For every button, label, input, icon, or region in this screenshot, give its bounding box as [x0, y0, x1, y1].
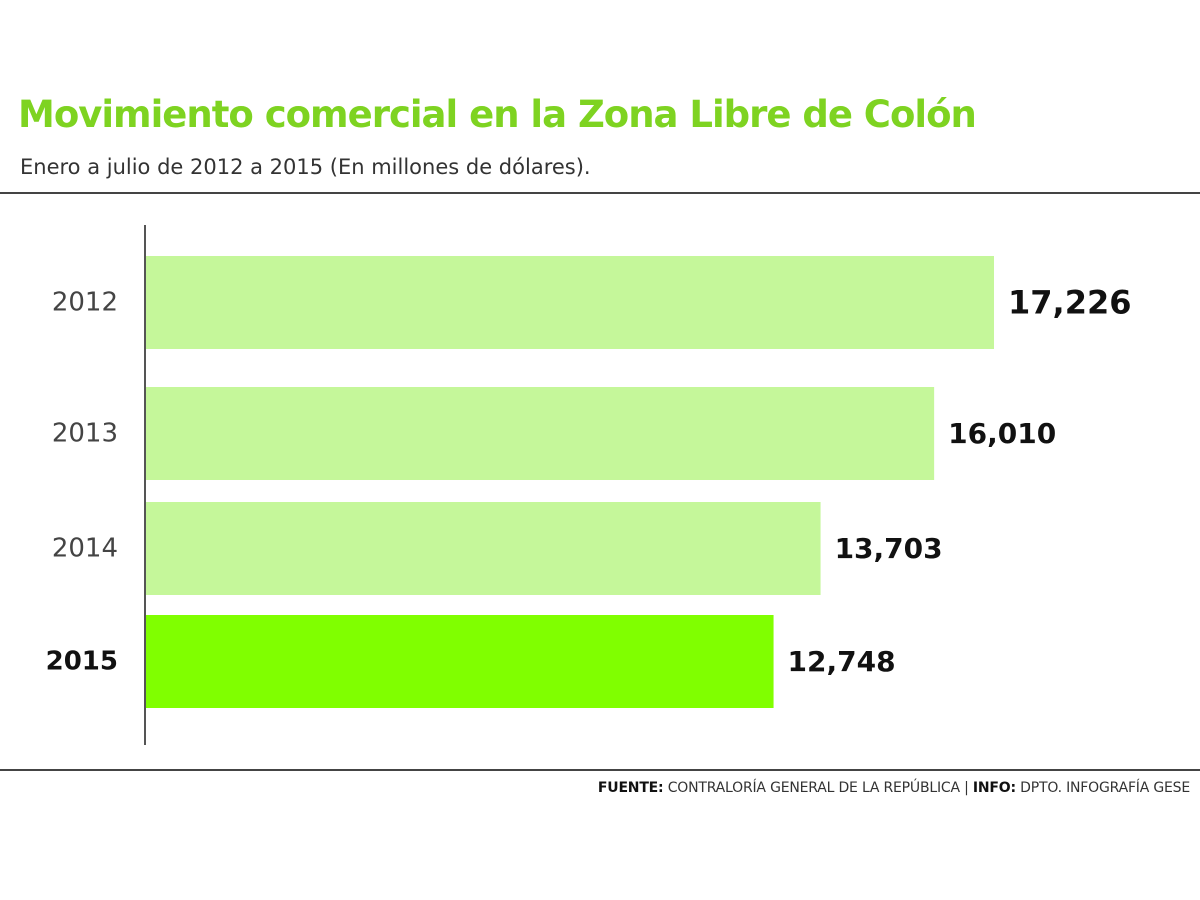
source-text: CONTRALORÍA GENERAL DE LA REPÚBLICA: [667, 780, 960, 796]
value-label-2012: 17,226: [1008, 284, 1131, 322]
bar-2012: [146, 256, 994, 349]
info-text: DPTO. INFOGRAFÍA GESE: [1020, 780, 1190, 796]
source-credit: FUENTE: CONTRALORÍA GENERAL DE LA REPÚBL…: [598, 780, 1190, 796]
value-label-2013: 16,010: [948, 417, 1056, 450]
bottom-divider: [0, 769, 1200, 771]
top-divider: [0, 192, 1200, 194]
bar-2015: [146, 615, 774, 708]
bar-2014: [146, 502, 821, 595]
value-label-2015: 12,748: [788, 645, 896, 678]
chart-subtitle: Enero a julio de 2012 a 2015 (En millone…: [20, 155, 591, 179]
value-label-2014: 13,703: [835, 532, 943, 565]
source-label: FUENTE:: [597, 780, 664, 796]
credit-separator: |: [964, 780, 969, 796]
category-label-2014: 2014: [52, 534, 118, 564]
category-label-2012: 2012: [52, 288, 118, 318]
category-label-2013: 2013: [52, 419, 118, 449]
chart-title: Movimiento comercial en la Zona Libre de…: [18, 93, 977, 136]
info-label: INFO:: [972, 780, 1016, 796]
category-label-2015: 2015: [46, 647, 118, 677]
bar-2013: [146, 387, 935, 480]
